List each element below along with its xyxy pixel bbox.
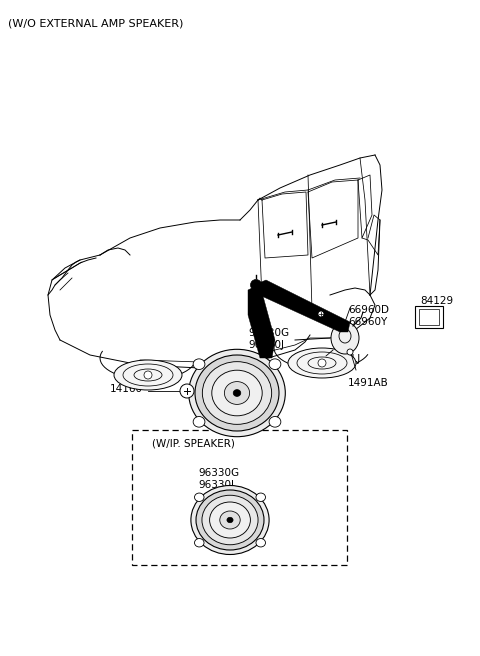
Ellipse shape: [195, 355, 279, 431]
Bar: [419, 309, 439, 325]
Ellipse shape: [196, 490, 264, 550]
Ellipse shape: [193, 417, 205, 427]
Circle shape: [251, 279, 262, 291]
Text: (W/O EXTERNAL AMP SPEAKER): (W/O EXTERNAL AMP SPEAKER): [8, 18, 183, 28]
Ellipse shape: [191, 485, 269, 554]
Circle shape: [347, 349, 353, 355]
Ellipse shape: [227, 518, 233, 523]
Ellipse shape: [114, 360, 182, 390]
Ellipse shape: [225, 382, 250, 404]
Ellipse shape: [331, 322, 359, 354]
Ellipse shape: [203, 361, 272, 424]
Text: 84129: 84129: [420, 296, 453, 306]
Ellipse shape: [194, 493, 204, 501]
Text: 96330G
96330J: 96330G 96330J: [198, 468, 239, 489]
Circle shape: [180, 384, 194, 398]
Text: 66960D
66960Y: 66960D 66960Y: [348, 305, 389, 327]
Ellipse shape: [189, 349, 285, 437]
Circle shape: [144, 371, 152, 379]
Ellipse shape: [202, 495, 258, 544]
Ellipse shape: [288, 348, 356, 378]
Text: 1491AB: 1491AB: [348, 378, 389, 388]
Ellipse shape: [212, 370, 262, 416]
Bar: [415, 306, 443, 328]
Polygon shape: [248, 285, 275, 358]
Circle shape: [318, 359, 326, 367]
Ellipse shape: [220, 511, 240, 529]
Ellipse shape: [256, 539, 265, 547]
Ellipse shape: [269, 359, 281, 369]
Ellipse shape: [210, 502, 251, 538]
Ellipse shape: [256, 493, 265, 501]
Ellipse shape: [269, 417, 281, 427]
Polygon shape: [253, 280, 350, 332]
Ellipse shape: [193, 359, 205, 369]
Text: 96330G
96330J: 96330G 96330J: [248, 328, 289, 350]
Ellipse shape: [194, 539, 204, 547]
Text: 14160: 14160: [110, 384, 143, 394]
Text: 1249LJ: 1249LJ: [326, 354, 361, 364]
Circle shape: [318, 311, 324, 317]
Bar: [132, 430, 347, 565]
Ellipse shape: [233, 390, 241, 396]
Text: (W/IP. SPEAKER): (W/IP. SPEAKER): [152, 438, 235, 448]
